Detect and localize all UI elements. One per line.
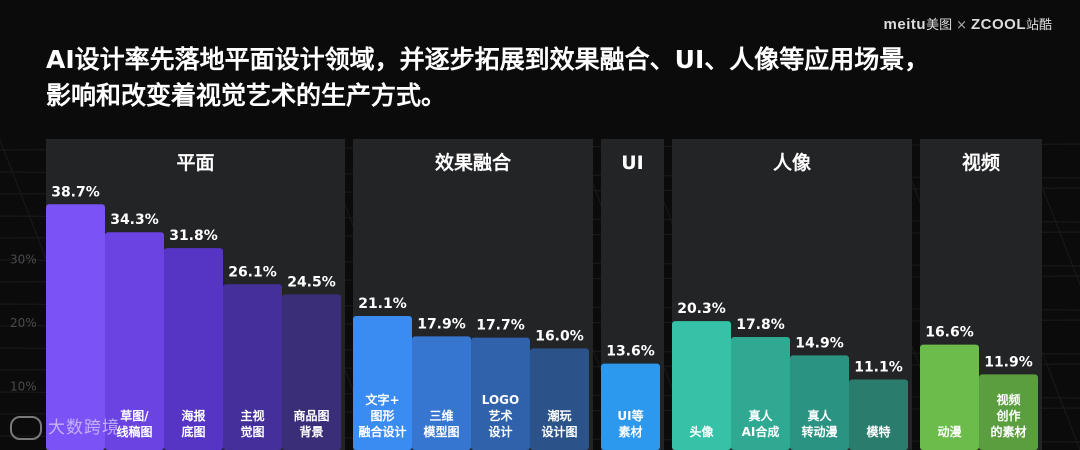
- category-label: 草图/线稿图: [116, 408, 152, 439]
- meitu-logo: meitu: [883, 16, 927, 33]
- watermark-logo-icon: [10, 416, 42, 440]
- bar: [46, 204, 105, 450]
- group-title: 人像: [773, 151, 812, 174]
- data-label: 17.7%: [476, 318, 525, 334]
- category-label: 三维模型图: [423, 408, 459, 439]
- bar: [223, 284, 282, 450]
- logo-separator: ×: [956, 18, 967, 33]
- category-label: 头像: [689, 424, 714, 439]
- data-label: 16.6%: [925, 325, 974, 341]
- data-label: 17.9%: [417, 316, 466, 332]
- bar: [979, 374, 1038, 450]
- bar: [471, 337, 530, 450]
- headline-line-1: AI设计率先落地平面设计领域，并逐步拓展到效果融合、UI、人像等应用场景，: [46, 45, 930, 74]
- category-label: 视频创作的素材: [990, 392, 1026, 439]
- y-tick-label: 10%: [10, 380, 37, 394]
- category-label: UI等素材: [617, 408, 643, 439]
- category-label: 潮玩设计图: [541, 408, 577, 439]
- bar: [790, 355, 849, 450]
- data-label: 13.6%: [606, 344, 655, 360]
- headline-line-2: 影响和改变着视觉艺术的生产方式。: [46, 81, 447, 110]
- group-title: UI: [621, 152, 644, 174]
- category-label: 真人 AI合成: [742, 408, 780, 439]
- group-title: 效果融合: [435, 151, 512, 174]
- meitu-logo-cn: 美图: [926, 18, 953, 33]
- zcool-logo: ZCOOL: [970, 16, 1026, 33]
- data-label: 20.3%: [677, 301, 726, 317]
- y-tick-label: 30%: [10, 253, 37, 267]
- data-label: 11.1%: [854, 360, 903, 376]
- bar: [601, 363, 660, 450]
- bar: [849, 379, 908, 450]
- bar: [412, 336, 471, 450]
- watermark: 大数跨境: [10, 413, 120, 440]
- category-label: 动漫: [937, 424, 962, 439]
- category-label: 文字+图形融合设计: [358, 392, 406, 439]
- bar: [164, 248, 223, 450]
- category-label: 主视觉图: [240, 408, 264, 439]
- data-label: 17.8%: [736, 317, 785, 333]
- bar: [530, 348, 589, 450]
- category-label: 商品图背景: [293, 408, 329, 439]
- group-title: 平面: [176, 152, 214, 174]
- watermark-text: 大数跨境: [48, 418, 120, 438]
- data-label: 14.9%: [795, 335, 844, 351]
- data-label: 38.7%: [51, 184, 100, 200]
- data-label: 31.8%: [169, 228, 218, 244]
- bar: [731, 336, 790, 450]
- data-label: 34.3%: [110, 212, 159, 228]
- bar: [105, 232, 164, 450]
- bar: [672, 321, 731, 450]
- headline: AI设计率先落地平面设计领域，并逐步拓展到效果融合、UI、人像等应用场景， 影响…: [46, 42, 1036, 114]
- data-label: 11.9%: [984, 354, 1033, 370]
- category-label: 海报底图: [181, 408, 205, 439]
- data-label: 24.5%: [287, 274, 336, 290]
- y-tick-label: 20%: [10, 316, 37, 330]
- data-label: 21.1%: [358, 296, 407, 312]
- bar: [353, 316, 412, 450]
- category-label: 模特: [866, 424, 890, 439]
- group-title: 视频: [962, 151, 1000, 174]
- zcool-logo-cn: 站酷: [1025, 18, 1052, 33]
- header-logos: meitu美图 × ZCOOL站酷: [884, 14, 1052, 33]
- category-label: LOGO 艺术设计: [482, 393, 519, 439]
- bar: [282, 294, 341, 450]
- bar: [920, 344, 979, 450]
- data-label: 16.0%: [535, 328, 584, 344]
- category-label: 真人转动漫: [801, 408, 838, 439]
- data-label: 26.1%: [228, 264, 277, 280]
